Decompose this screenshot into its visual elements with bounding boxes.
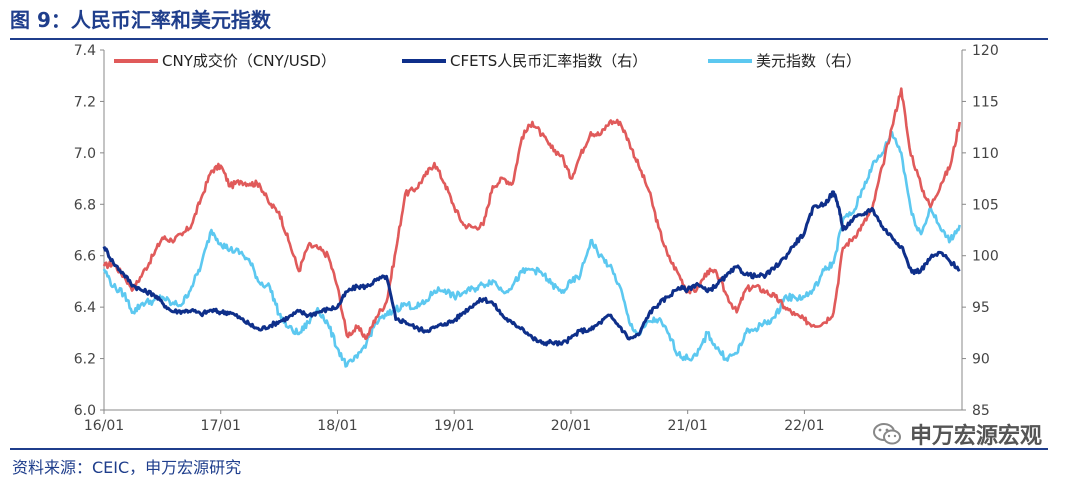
left-tick-label: 6.6 xyxy=(74,249,96,265)
x-tick-label: 16/01 xyxy=(84,418,124,434)
legend-label-0: CNY成交价（CNY/USD） xyxy=(162,52,336,70)
axes-layer: 6.0 6.2 6.4 6.6 6.8 7.0 7.2 7.4 85 90 95 100 105 110 1… xyxy=(74,43,999,434)
series-line-1 xyxy=(102,190,961,347)
wechat-icon xyxy=(872,423,901,445)
legend-label-1: CFETS人民币汇率指数（右） xyxy=(450,52,647,70)
right-tick-label: 90 xyxy=(972,352,990,368)
left-tick-label: 6.2 xyxy=(74,352,96,368)
left-tick-label: 6.8 xyxy=(74,197,96,213)
x-tick-label: 21/01 xyxy=(667,418,707,434)
x-tick-label: 20/01 xyxy=(551,418,591,434)
legend: CNY成交价（CNY/USD） CFETS人民币汇率指数（右） 美元指数（右） xyxy=(114,52,861,70)
source-note: 资料来源：CEIC，申万宏源研究 xyxy=(12,458,242,477)
x-tick-label: 19/01 xyxy=(434,418,474,434)
series-line-2 xyxy=(102,131,961,368)
legend-label-2: 美元指数（右） xyxy=(756,52,861,70)
right-tick-label: 85 xyxy=(972,403,990,419)
left-tick-label: 7.0 xyxy=(74,146,96,162)
watermark: 申万宏源宏观 xyxy=(872,418,1042,450)
x-tick-label: 22/01 xyxy=(784,418,824,434)
right-tick-label: 120 xyxy=(972,43,999,59)
series-line-0 xyxy=(102,87,961,341)
watermark-text: 申万宏源宏观 xyxy=(909,424,1042,449)
right-tick-label: 100 xyxy=(972,249,999,265)
series-layer xyxy=(102,87,961,368)
left-tick-label: 7.4 xyxy=(74,43,96,59)
x-tick-label: 18/01 xyxy=(317,418,357,434)
right-tick-label: 95 xyxy=(972,300,990,316)
left-tick-label: 6.0 xyxy=(74,403,96,419)
title-divider xyxy=(10,38,1048,40)
right-tick-label: 105 xyxy=(972,197,999,213)
right-tick-label: 110 xyxy=(972,146,999,162)
bottom-divider xyxy=(10,448,1048,450)
x-tick-label: 17/01 xyxy=(201,418,241,434)
chart-title: 图 9：人民币汇率和美元指数 xyxy=(10,8,271,32)
left-tick-label: 7.2 xyxy=(74,94,96,110)
left-tick-label: 6.4 xyxy=(74,300,96,316)
right-tick-label: 115 xyxy=(972,94,999,110)
